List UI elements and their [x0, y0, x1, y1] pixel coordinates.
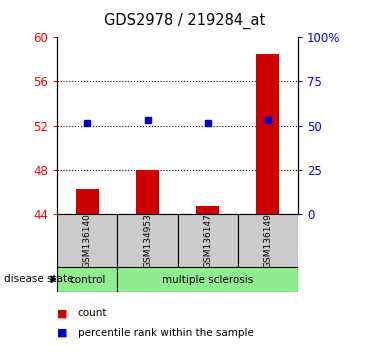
Text: ■: ■	[57, 308, 68, 318]
Bar	[76, 189, 99, 214]
Text: percentile rank within the sample: percentile rank within the sample	[78, 328, 253, 338]
Polygon shape	[51, 276, 56, 282]
Text: count: count	[78, 308, 107, 318]
Text: ■: ■	[57, 328, 68, 338]
Text: multiple sclerosis: multiple sclerosis	[162, 275, 253, 285]
Bar	[118, 267, 298, 292]
Text: disease state: disease state	[4, 274, 73, 284]
Bar	[256, 54, 279, 214]
Bar	[57, 267, 118, 292]
Bar	[136, 170, 159, 214]
Bar	[178, 214, 238, 267]
Bar	[196, 206, 219, 214]
Bar	[238, 214, 298, 267]
Bar	[57, 214, 118, 267]
Text: GSM136149: GSM136149	[263, 213, 272, 268]
Bar	[118, 214, 178, 267]
Text: GSM134953: GSM134953	[143, 213, 152, 268]
Text: GDS2978 / 219284_at: GDS2978 / 219284_at	[104, 12, 266, 29]
Text: GSM136140: GSM136140	[83, 213, 92, 268]
Text: GSM136147: GSM136147	[203, 213, 212, 268]
Text: control: control	[69, 275, 105, 285]
